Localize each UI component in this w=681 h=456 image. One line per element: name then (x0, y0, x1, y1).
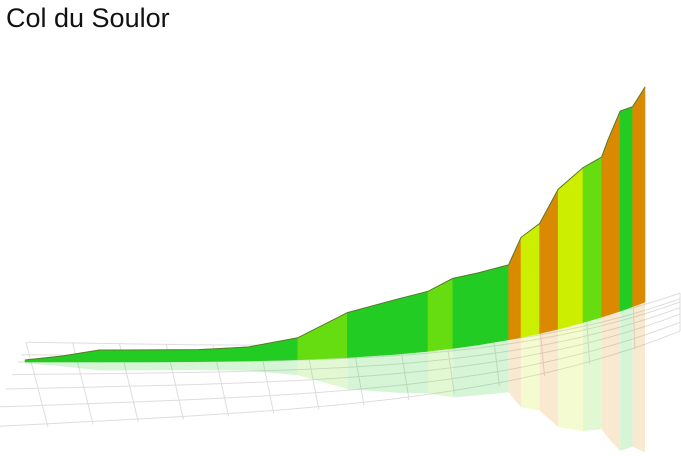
grid-line (25, 341, 49, 428)
profile-reflection (620, 306, 633, 452)
profile-reflection (248, 359, 298, 376)
profile-segment (582, 156, 602, 324)
profile-segment (557, 166, 584, 330)
grid-line (632, 307, 636, 350)
profile-segment (99, 349, 150, 363)
profile-reflection (198, 360, 249, 371)
profile-reflection (601, 315, 608, 438)
profile-reflection (521, 333, 540, 411)
grid-line (492, 334, 500, 386)
profile-reflection (347, 354, 397, 393)
profile-reflection (508, 337, 521, 408)
grid-line (12, 307, 681, 376)
grid-line (0, 321, 681, 408)
profile-segment (247, 337, 299, 362)
profile-segment (619, 106, 633, 312)
profile (24, 85, 646, 363)
reflection (25, 302, 645, 453)
grid-line (5, 313, 681, 390)
profile-reflection (558, 322, 583, 432)
profile-segment (520, 222, 540, 338)
profile-segment (396, 290, 429, 355)
profile-segment (607, 110, 621, 316)
profile-segment (297, 312, 348, 361)
profile-reflection (62, 361, 100, 371)
profile-reflection (607, 311, 621, 452)
grid-line (586, 319, 591, 365)
profile-segment (148, 349, 199, 363)
profile-reflection (25, 361, 63, 367)
profile-reflection (452, 344, 478, 398)
profile-reflection (428, 348, 453, 398)
profile-top-edge (24, 86, 646, 361)
profile-reflection (149, 361, 199, 371)
profile-segment (539, 189, 559, 334)
profile-segment (452, 272, 478, 349)
profile-segment (477, 264, 509, 346)
profile-reflection (583, 317, 602, 432)
profile-reflection (477, 339, 509, 396)
profile-segment (601, 140, 609, 318)
grid-line (0, 330, 681, 427)
profile-reflection (397, 351, 428, 394)
chart-title: Col du Soulor (6, 3, 170, 33)
profile-reflection (99, 361, 149, 371)
grid-line (539, 327, 546, 377)
profile-segment (508, 237, 522, 341)
profile-reflection (632, 302, 645, 453)
profile-segment (61, 349, 100, 363)
profile-reflection (539, 329, 559, 428)
profile-segment (347, 298, 398, 358)
profile-reflection (297, 357, 348, 390)
profile-segment (632, 85, 646, 308)
